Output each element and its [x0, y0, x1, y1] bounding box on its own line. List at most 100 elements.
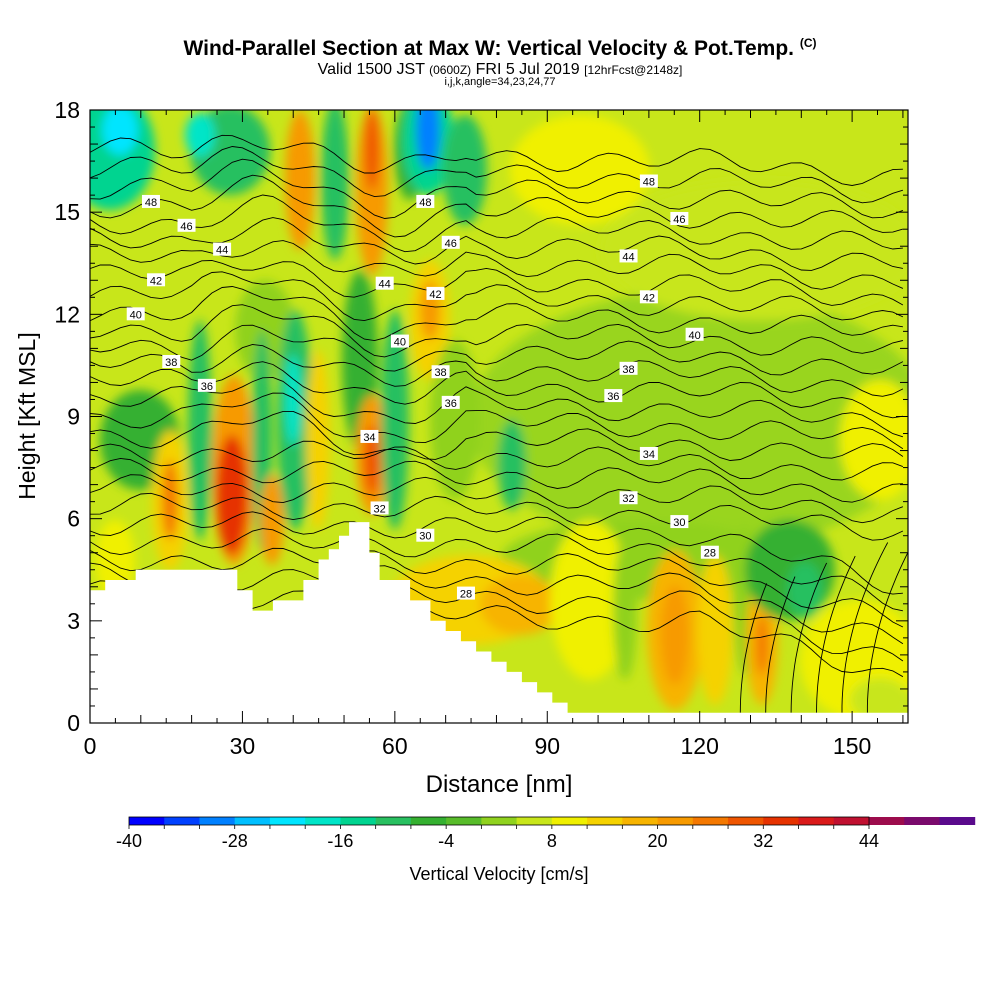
field-region	[430, 340, 480, 500]
contour-label: 38	[619, 361, 638, 376]
field-region	[756, 615, 768, 675]
field-region	[697, 555, 733, 705]
field-region	[188, 320, 212, 540]
svg-text:28: 28	[460, 589, 472, 601]
contour-label: 46	[441, 235, 460, 250]
y-axis-label: Height [Kft MSL]	[14, 332, 40, 499]
x-tick-label: 0	[84, 733, 97, 759]
svg-text:30: 30	[419, 531, 431, 543]
colorbar-swatch	[234, 817, 271, 825]
colorbar-swatch	[728, 817, 764, 825]
field-region	[550, 520, 630, 680]
svg-text:48: 48	[145, 197, 157, 209]
field-region	[356, 110, 388, 275]
colorbar-swatch	[340, 817, 377, 825]
x-tick-label: 30	[230, 733, 256, 759]
y-tick-label: 0	[67, 710, 80, 736]
contour-line	[90, 492, 904, 541]
colorbar-swatch	[516, 817, 553, 825]
valid-time: Valid 1500 JST	[317, 61, 425, 78]
contour-label: 46	[670, 211, 689, 226]
colorbar-tick-label: 32	[753, 831, 773, 851]
field-region	[381, 310, 409, 530]
contour-label: 32	[619, 491, 638, 505]
contour-label: 44	[213, 242, 232, 257]
colorbar-swatch	[481, 817, 518, 825]
contour-line	[90, 410, 904, 461]
contour-line	[90, 240, 904, 290]
contour-label: 40	[126, 307, 145, 321]
svg-text:46: 46	[180, 221, 192, 233]
x-tick-label: 90	[534, 733, 560, 759]
x-tick-label: 150	[833, 733, 871, 759]
y-tick-label: 3	[67, 608, 80, 634]
x-tick-label: 60	[382, 733, 408, 759]
colorbar-tick-label: 44	[859, 831, 879, 851]
x-tick-label: 120	[681, 733, 719, 759]
contour-label: 36	[441, 395, 460, 410]
field-region	[510, 115, 650, 225]
field-region	[365, 110, 379, 190]
svg-text:36: 36	[201, 381, 213, 393]
contour-line	[90, 511, 903, 595]
svg-text:36: 36	[445, 398, 457, 410]
contour-label: 38	[162, 355, 181, 369]
y-tick-label: 18	[54, 97, 80, 123]
contour-line	[90, 474, 904, 524]
contour-line	[90, 324, 904, 376]
contour-label: 36	[604, 389, 623, 403]
valid-utc: (0600Z)	[429, 63, 472, 77]
field-region	[416, 110, 440, 170]
contour-line	[739, 583, 768, 713]
contour-line	[790, 562, 828, 713]
contour-line	[90, 194, 903, 253]
forecast-info: [12hrFcst@2148z]	[584, 63, 683, 77]
contour-line	[866, 551, 908, 713]
colorbar-tick-label: -28	[222, 831, 248, 851]
contour-label: 34	[639, 446, 658, 461]
chart-params: i,j,k,angle=34,23,24,77	[0, 76, 1000, 88]
svg-text:44: 44	[622, 251, 634, 263]
contour-line	[90, 134, 903, 186]
field-region	[498, 420, 526, 510]
svg-text:44: 44	[216, 245, 228, 257]
field-region	[443, 115, 487, 225]
contour-line	[90, 547, 904, 628]
svg-text:36: 36	[607, 391, 619, 403]
svg-text:30: 30	[673, 517, 685, 529]
colorbar-swatch	[622, 817, 659, 825]
colorbar-swatch	[939, 817, 976, 825]
colorbar-swatch	[305, 817, 341, 825]
contour-label: 48	[416, 194, 435, 209]
contour-label: 28	[700, 545, 719, 560]
plot-area: 48 46 44 42 40 38 36 34 32 30 28 48 46 44 42 40 38 36 48 46…	[90, 110, 908, 723]
y-tick-label: 6	[67, 506, 80, 532]
svg-text:38: 38	[622, 364, 634, 376]
svg-text:28: 28	[704, 548, 716, 560]
svg-text:32: 32	[373, 503, 385, 515]
colorbar-swatch	[869, 817, 905, 825]
contour-label: 32	[370, 501, 389, 515]
contour-label: 42	[147, 273, 166, 287]
colorbar-tick-label: -4	[438, 831, 454, 851]
contour-line	[90, 174, 904, 238]
svg-text:32: 32	[622, 493, 634, 505]
contour-line	[90, 392, 904, 450]
contour-line	[90, 376, 904, 438]
field-region	[162, 460, 178, 540]
svg-text:40: 40	[130, 309, 142, 321]
y-tick-label: 9	[67, 404, 80, 430]
field-region	[470, 290, 908, 550]
contour-line	[90, 440, 904, 481]
contour-label: 42	[639, 290, 658, 304]
field-region	[480, 575, 560, 635]
svg-text:44: 44	[379, 279, 391, 291]
svg-text:42: 42	[150, 275, 162, 287]
contour-line	[90, 286, 903, 342]
contour-label: 30	[670, 515, 689, 529]
svg-text:40: 40	[688, 330, 700, 342]
contour-line	[90, 146, 904, 204]
colorbar-swatch	[446, 817, 482, 825]
colorbar: -40 -28 -16 -4 8 20 32 44	[116, 816, 976, 851]
contour-label: 38	[431, 365, 450, 379]
